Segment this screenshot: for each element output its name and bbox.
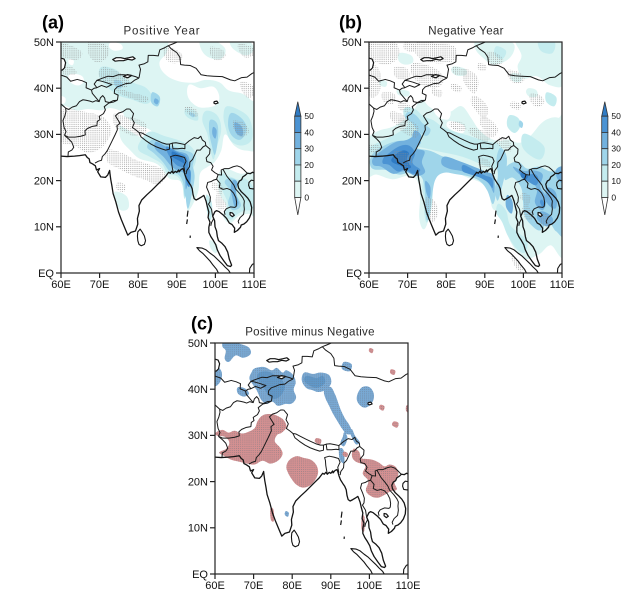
svg-text:40N: 40N (34, 83, 54, 95)
svg-text:100E: 100E (203, 279, 229, 291)
svg-text:110E: 110E (550, 279, 575, 291)
svg-text:50: 50 (304, 111, 314, 121)
svg-text:40N: 40N (188, 384, 208, 396)
svg-text:Positive Year: Positive Year (124, 26, 201, 38)
svg-text:110E: 110E (396, 580, 421, 592)
svg-text:Negative Year: Negative Year (428, 26, 504, 38)
svg-text:30: 30 (611, 144, 621, 154)
svg-text:90E: 90E (321, 580, 341, 592)
svg-text:100E: 100E (357, 580, 383, 592)
svg-text:20N: 20N (188, 476, 208, 488)
svg-text:10N: 10N (34, 222, 54, 234)
svg-text:100E: 100E (511, 279, 537, 291)
svg-text:30: 30 (304, 144, 314, 154)
svg-text:(a): (a) (42, 12, 64, 32)
svg-text:50N: 50N (342, 37, 362, 49)
svg-text:10: 10 (611, 176, 621, 186)
svg-text:80E: 80E (128, 279, 148, 291)
svg-text:80E: 80E (282, 580, 302, 592)
svg-text:40N: 40N (342, 83, 362, 95)
svg-text:70E: 70E (90, 279, 110, 291)
svg-text:30N: 30N (34, 129, 54, 141)
svg-text:EQ: EQ (38, 268, 54, 280)
svg-text:20: 20 (611, 160, 621, 170)
svg-text:Positive minus Negative: Positive minus Negative (245, 327, 375, 339)
svg-text:(c): (c) (191, 313, 213, 333)
svg-text:70E: 70E (244, 580, 264, 592)
svg-text:30N: 30N (188, 430, 208, 442)
svg-text:0: 0 (304, 192, 309, 202)
svg-text:10N: 10N (342, 222, 362, 234)
svg-text:10N: 10N (188, 523, 208, 535)
svg-text:80E: 80E (436, 279, 456, 291)
svg-text:50: 50 (611, 111, 621, 121)
svg-text:EQ: EQ (346, 268, 362, 280)
svg-text:90E: 90E (475, 279, 495, 291)
svg-text:20: 20 (304, 160, 314, 170)
svg-text:20N: 20N (342, 175, 362, 187)
svg-text:60E: 60E (359, 279, 379, 291)
svg-text:60E: 60E (205, 580, 225, 592)
svg-text:110E: 110E (242, 279, 267, 291)
svg-text:50N: 50N (34, 37, 54, 49)
svg-text:(b): (b) (339, 12, 362, 32)
svg-text:20N: 20N (34, 175, 54, 187)
svg-text:40: 40 (611, 127, 621, 137)
svg-text:0: 0 (611, 192, 616, 202)
svg-text:70E: 70E (398, 279, 418, 291)
svg-text:40: 40 (304, 127, 314, 137)
svg-text:90E: 90E (167, 279, 187, 291)
svg-text:EQ: EQ (192, 569, 208, 581)
svg-text:60E: 60E (51, 279, 71, 291)
svg-text:30N: 30N (342, 129, 362, 141)
svg-text:10: 10 (304, 176, 314, 186)
svg-text:50N: 50N (188, 338, 208, 350)
